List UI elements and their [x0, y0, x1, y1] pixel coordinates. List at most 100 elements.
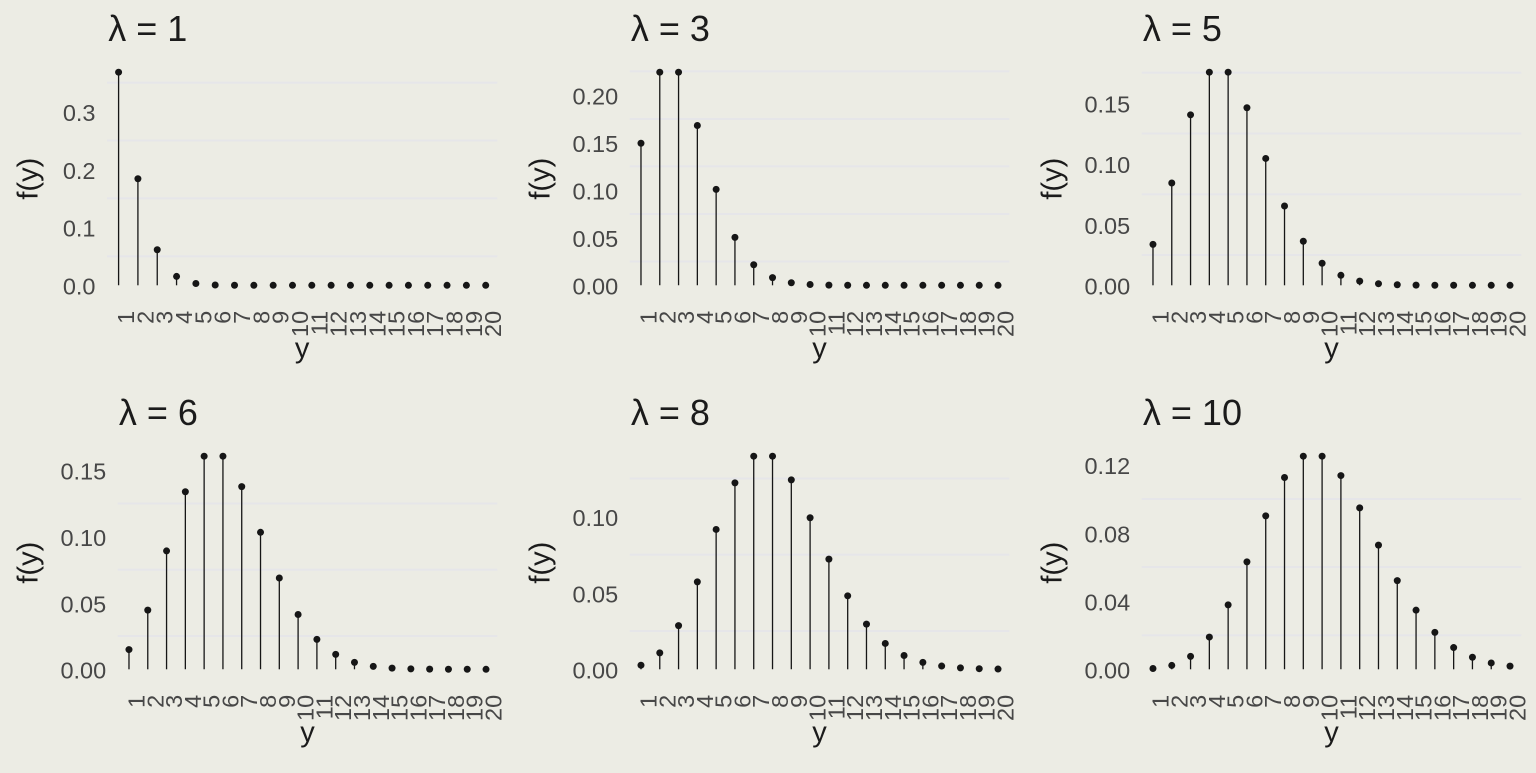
svg-text:13: 13	[1373, 311, 1399, 337]
svg-text:17: 17	[422, 311, 448, 337]
svg-text:15: 15	[1411, 311, 1437, 337]
svg-text:17: 17	[1448, 311, 1474, 337]
svg-text:15: 15	[1411, 695, 1437, 721]
svg-text:20: 20	[1505, 695, 1531, 721]
svg-text:0.05: 0.05	[572, 581, 618, 607]
svg-text:0.05: 0.05	[1084, 213, 1130, 239]
svg-text:12: 12	[330, 695, 356, 721]
svg-text:5: 5	[190, 311, 216, 324]
svg-text:9: 9	[786, 695, 812, 708]
svg-text:0.00: 0.00	[1084, 658, 1130, 684]
svg-text:13: 13	[345, 311, 371, 337]
svg-text:2: 2	[654, 695, 680, 708]
svg-text:3: 3	[161, 695, 187, 708]
svg-text:10: 10	[805, 695, 831, 721]
svg-text:0.1: 0.1	[63, 216, 96, 242]
svg-text:1: 1	[1148, 311, 1174, 324]
svg-text:0.00: 0.00	[572, 274, 618, 300]
svg-text:λ = 1: λ = 1	[108, 8, 187, 49]
svg-text:0.15: 0.15	[60, 459, 106, 485]
svg-text:f(y): f(y)	[13, 542, 45, 584]
svg-text:λ = 3: λ = 3	[631, 8, 710, 49]
svg-text:0.10: 0.10	[572, 179, 618, 205]
svg-text:0.3: 0.3	[63, 100, 96, 126]
svg-text:18: 18	[955, 695, 981, 721]
svg-text:2: 2	[132, 311, 158, 324]
svg-text:3: 3	[673, 311, 699, 324]
svg-text:19: 19	[461, 311, 487, 337]
svg-text:20: 20	[993, 311, 1019, 337]
svg-text:0.00: 0.00	[60, 658, 106, 684]
svg-text:18: 18	[1467, 311, 1493, 337]
svg-text:0.00: 0.00	[1084, 274, 1130, 300]
svg-text:f(y): f(y)	[1037, 542, 1069, 584]
svg-text:8: 8	[255, 695, 281, 708]
svg-text:λ = 10: λ = 10	[1143, 392, 1242, 433]
svg-text:6: 6	[1241, 695, 1267, 708]
svg-text:18: 18	[442, 311, 468, 337]
svg-text:16: 16	[1429, 311, 1455, 337]
svg-text:7: 7	[748, 695, 774, 708]
svg-text:16: 16	[403, 311, 429, 337]
svg-text:11: 11	[311, 695, 337, 719]
svg-text:5: 5	[711, 311, 737, 324]
svg-text:19: 19	[974, 695, 1000, 721]
svg-text:y: y	[812, 333, 827, 365]
svg-text:14: 14	[880, 695, 906, 721]
svg-text:f(y): f(y)	[525, 158, 557, 200]
svg-text:y: y	[1324, 333, 1339, 365]
svg-text:0.08: 0.08	[1084, 521, 1130, 547]
svg-text:12: 12	[1354, 695, 1380, 721]
svg-text:16: 16	[405, 695, 431, 721]
svg-text:λ = 8: λ = 8	[631, 392, 710, 433]
svg-text:19: 19	[462, 695, 488, 721]
svg-text:5: 5	[199, 695, 225, 708]
svg-text:10: 10	[293, 695, 319, 721]
svg-text:9: 9	[786, 311, 812, 324]
svg-text:13: 13	[349, 695, 375, 721]
svg-text:2: 2	[1166, 695, 1192, 708]
svg-text:2: 2	[654, 311, 680, 324]
svg-text:20: 20	[480, 311, 506, 337]
svg-text:17: 17	[936, 695, 962, 721]
svg-text:12: 12	[326, 311, 352, 337]
svg-text:f(y): f(y)	[1037, 158, 1069, 200]
svg-text:3: 3	[1185, 311, 1211, 324]
svg-text:8: 8	[1279, 695, 1305, 708]
svg-text:9: 9	[274, 695, 300, 708]
svg-text:18: 18	[955, 311, 981, 337]
svg-text:14: 14	[1392, 695, 1418, 721]
svg-text:y: y	[300, 717, 315, 749]
svg-text:1: 1	[636, 311, 662, 324]
svg-text:19: 19	[1486, 695, 1512, 721]
svg-text:15: 15	[899, 311, 925, 337]
svg-text:18: 18	[1467, 695, 1493, 721]
svg-text:8: 8	[1279, 311, 1305, 324]
svg-text:9: 9	[268, 311, 294, 324]
svg-text:15: 15	[387, 695, 413, 721]
svg-text:0.15: 0.15	[572, 131, 618, 157]
svg-text:0.2: 0.2	[63, 158, 96, 184]
svg-text:15: 15	[899, 695, 925, 721]
svg-text:17: 17	[424, 695, 450, 721]
svg-text:0.00: 0.00	[572, 658, 618, 684]
svg-text:13: 13	[1373, 695, 1399, 721]
svg-text:19: 19	[974, 311, 1000, 337]
svg-text:7: 7	[236, 695, 262, 708]
svg-text:y: y	[812, 717, 827, 749]
svg-text:9: 9	[1298, 311, 1324, 324]
svg-text:0.05: 0.05	[572, 226, 618, 252]
svg-text:4: 4	[171, 311, 197, 324]
svg-text:11: 11	[823, 695, 849, 719]
svg-text:7: 7	[748, 311, 774, 324]
svg-text:14: 14	[364, 311, 390, 337]
svg-text:11: 11	[1335, 695, 1361, 719]
svg-text:4: 4	[692, 311, 718, 324]
svg-text:7: 7	[1260, 695, 1286, 708]
svg-text:2: 2	[142, 695, 168, 708]
svg-text:14: 14	[880, 311, 906, 337]
svg-text:10: 10	[1317, 311, 1343, 337]
svg-text:1: 1	[636, 695, 662, 708]
svg-text:19: 19	[1486, 311, 1512, 337]
svg-text:4: 4	[692, 695, 718, 708]
